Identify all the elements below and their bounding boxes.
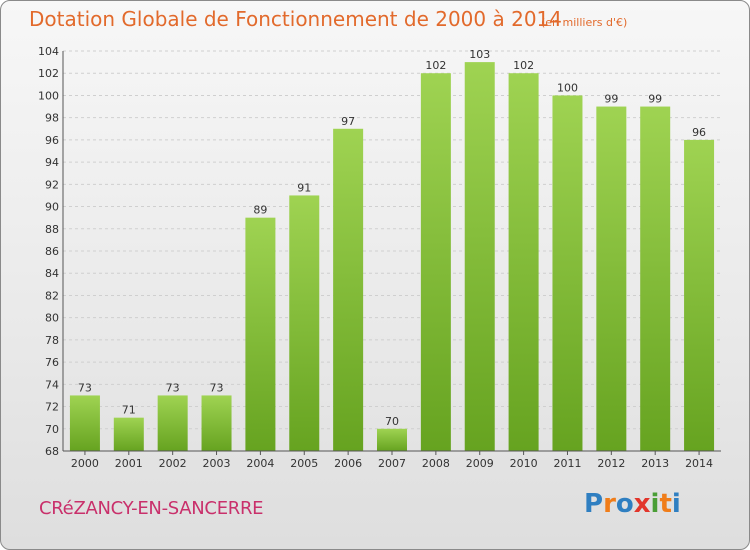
x-tick-label: 2001 <box>115 457 143 470</box>
bar-2005 <box>289 195 320 451</box>
y-tick-label: 86 <box>45 245 59 258</box>
logo-letter: i <box>650 489 660 519</box>
data-label: 70 <box>385 415 399 428</box>
y-tick-label: 84 <box>45 267 59 280</box>
y-tick-label: 100 <box>38 89 59 102</box>
y-tick-label: 78 <box>45 334 59 347</box>
logo-letter: o <box>615 489 634 519</box>
logo-letter: t <box>659 489 672 519</box>
data-label: 73 <box>166 381 180 394</box>
y-tick-label: 98 <box>45 112 59 125</box>
bar-2008 <box>420 73 451 451</box>
bar-2013 <box>640 106 671 452</box>
x-tick-label: 2014 <box>685 457 713 470</box>
data-label: 97 <box>341 115 355 128</box>
proxiti-logo[interactable]: Proxiti <box>584 489 681 519</box>
x-tick-label: 2008 <box>422 457 450 470</box>
x-tick-label: 2000 <box>71 457 99 470</box>
data-label: 71 <box>122 404 136 417</box>
y-tick-label: 70 <box>45 423 59 436</box>
bar-2000 <box>69 395 100 451</box>
axes <box>62 51 721 455</box>
data-label: 96 <box>692 126 706 139</box>
bar-2003 <box>201 395 232 451</box>
data-label: 99 <box>604 93 618 106</box>
data-label: 102 <box>513 59 534 72</box>
bar-2014 <box>684 139 715 451</box>
chart-subtitle: (en milliers d'€) <box>541 16 628 29</box>
bar-2002 <box>157 395 188 451</box>
y-tick-label: 76 <box>45 356 59 369</box>
data-label: 89 <box>253 204 267 217</box>
x-tick-label: 2003 <box>203 457 231 470</box>
bar-2011 <box>552 95 583 451</box>
logo-letter: r <box>603 489 616 519</box>
y-tick-label: 104 <box>38 45 59 58</box>
bar-2001 <box>113 417 144 451</box>
bar-2006 <box>333 128 364 451</box>
y-tick-label: 92 <box>45 178 59 191</box>
y-tick-label: 96 <box>45 134 59 147</box>
x-tick-label: 2002 <box>159 457 187 470</box>
y-tick-label: 90 <box>45 201 59 214</box>
x-tick-label: 2012 <box>597 457 625 470</box>
data-label: 91 <box>297 181 311 194</box>
x-tick-label: 2011 <box>553 457 581 470</box>
data-label: 103 <box>469 48 490 61</box>
data-label: 102 <box>425 59 446 72</box>
y-tick-label: 72 <box>45 401 59 414</box>
y-tick-label: 68 <box>45 445 59 458</box>
labels: 68 70 72 74 76 78 80 82 84 86 88 90 92 94 96 98 100 102 10… <box>38 45 713 470</box>
data-label: 73 <box>78 381 92 394</box>
x-tick-label: 2013 <box>641 457 669 470</box>
y-tick-label: 94 <box>45 156 59 169</box>
y-tick-label: 74 <box>45 378 59 391</box>
data-label: 99 <box>648 93 662 106</box>
logo-letter: i <box>671 489 681 519</box>
bars <box>69 62 715 452</box>
bar-2007 <box>377 428 407 451</box>
x-tick-label: 2005 <box>290 457 318 470</box>
bar-2012 <box>596 106 627 452</box>
data-label: 73 <box>210 381 224 394</box>
y-tick-label: 102 <box>38 67 59 80</box>
chart-title: Dotation Globale de Fonctionnement de 20… <box>29 7 562 31</box>
x-tick-label: 2004 <box>246 457 274 470</box>
x-tick-label: 2010 <box>510 457 538 470</box>
y-tick-label: 88 <box>45 223 59 236</box>
y-tick-label: 80 <box>45 312 59 325</box>
bar-2004 <box>245 217 276 451</box>
x-tick-label: 2007 <box>378 457 406 470</box>
logo-letter: P <box>584 489 604 519</box>
y-tick-label: 82 <box>45 289 59 302</box>
logo-letter: x <box>633 489 651 519</box>
bar-2009 <box>464 62 495 451</box>
x-tick-label: 2009 <box>466 457 494 470</box>
commune-name: CRéZANCY-EN-SANCERRE <box>39 498 264 519</box>
bar-2010 <box>508 73 539 451</box>
data-label: 100 <box>557 81 578 94</box>
x-tick-label: 2006 <box>334 457 362 470</box>
